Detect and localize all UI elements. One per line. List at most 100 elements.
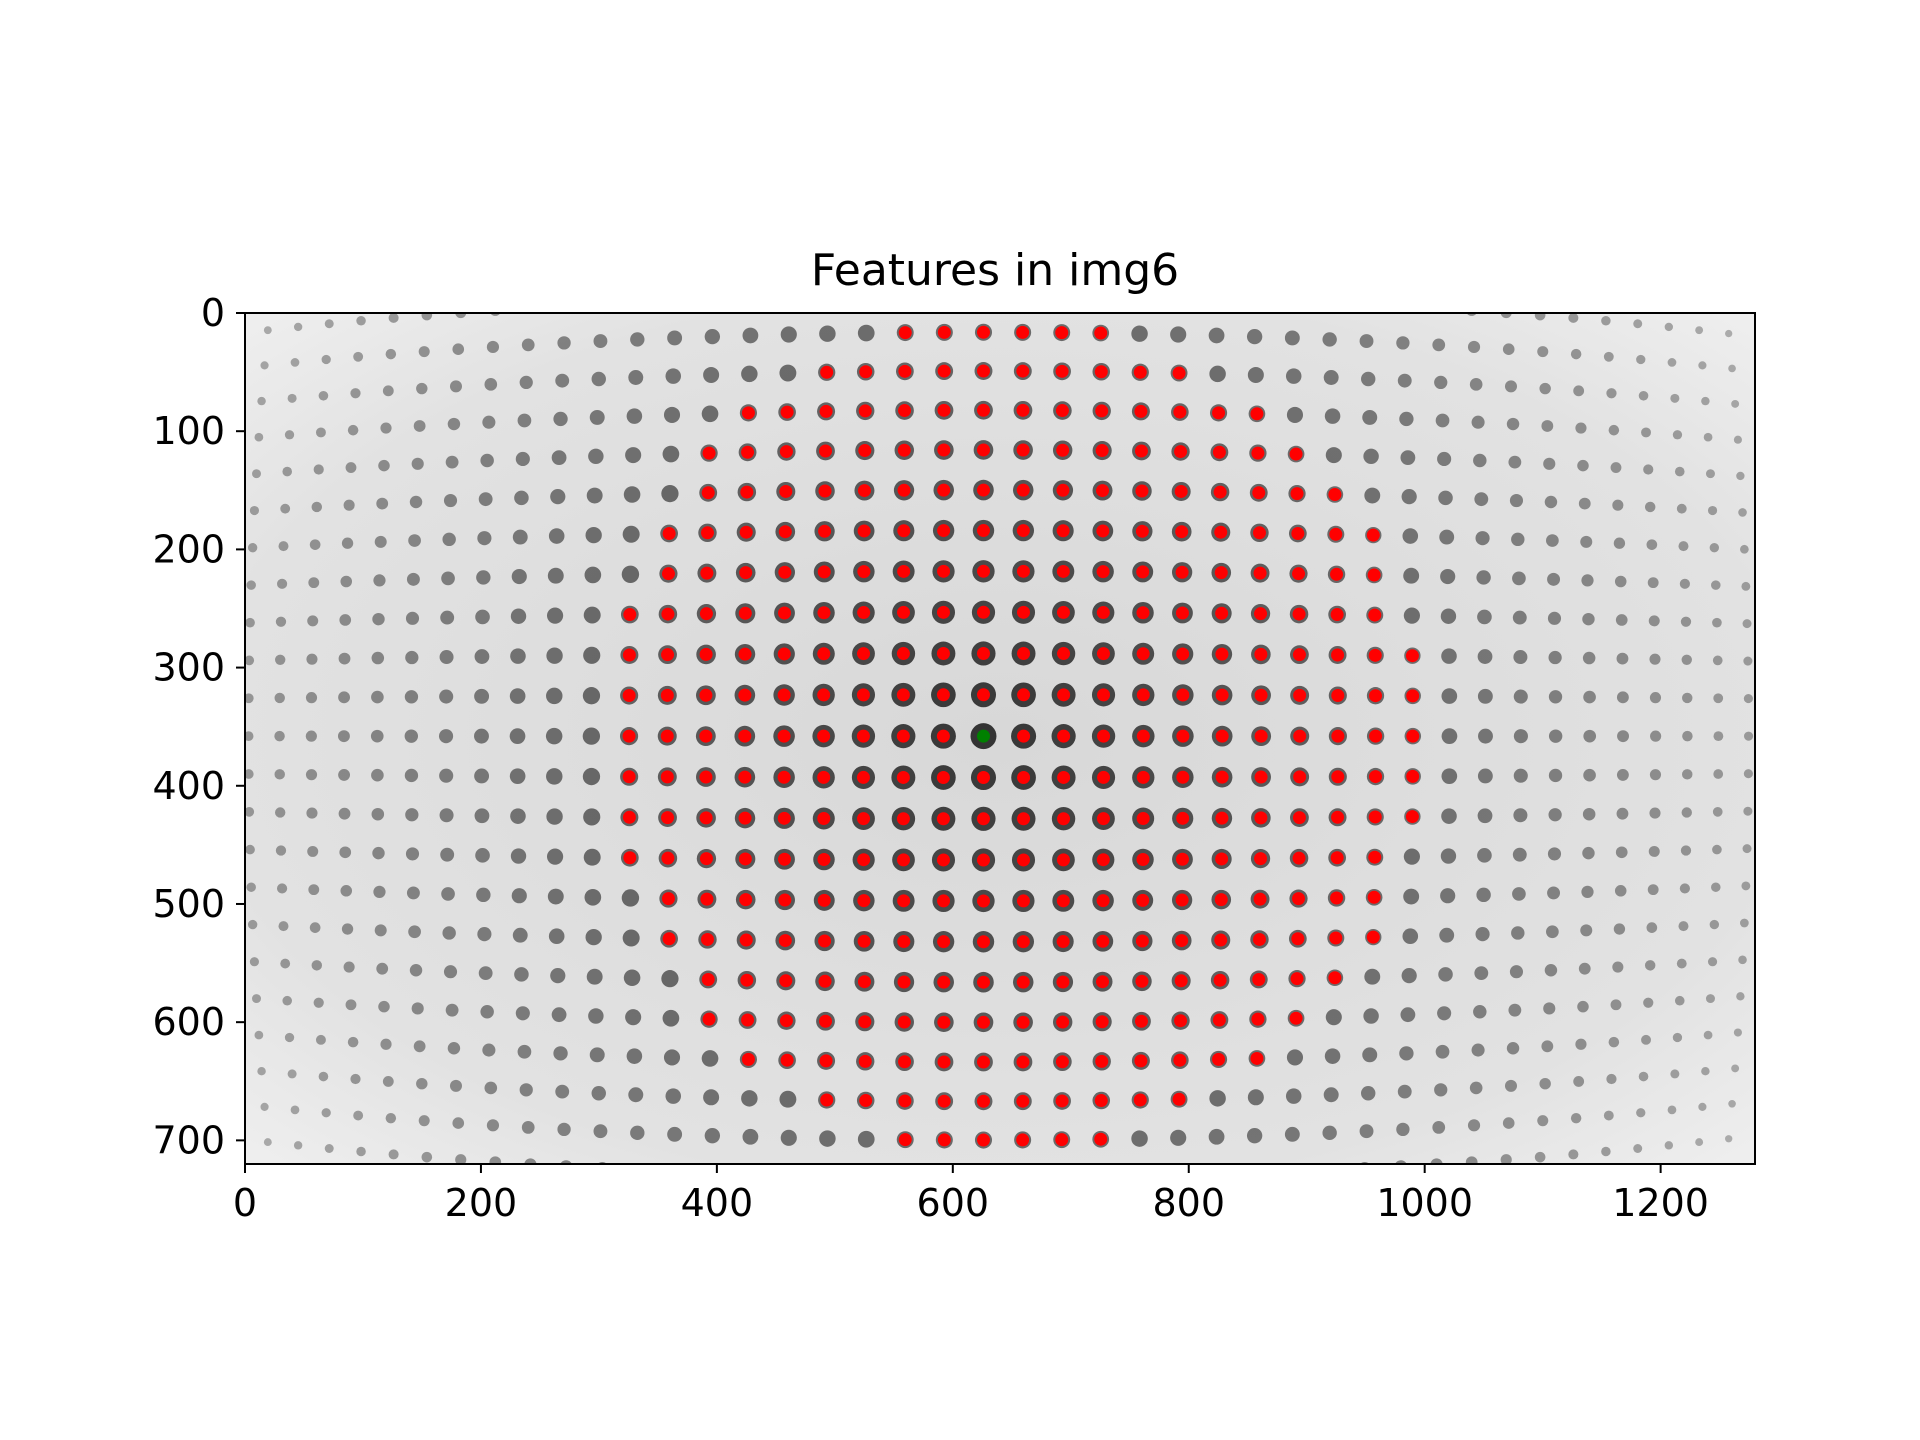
feature-point	[660, 770, 674, 784]
feature-point	[819, 1054, 833, 1068]
background-dot	[1612, 961, 1624, 973]
background-dot	[372, 846, 385, 860]
background-dot	[546, 607, 564, 624]
feature-point	[937, 1094, 951, 1108]
background-dot	[447, 417, 461, 431]
background-dot	[1728, 364, 1736, 373]
feature-point	[1369, 729, 1383, 743]
background-dot	[416, 1078, 428, 1090]
background-dot	[1698, 361, 1707, 370]
background-dot	[1053, 1170, 1069, 1186]
feature-point	[937, 564, 951, 578]
background-dot	[275, 807, 286, 818]
background-dot	[338, 691, 351, 704]
background-dot	[1394, 299, 1407, 312]
background-dot	[438, 729, 454, 744]
background-dot	[1728, 1099, 1736, 1108]
feature-point	[976, 688, 990, 702]
feature-point	[1136, 770, 1150, 784]
background-dot	[1613, 537, 1626, 549]
feature-point	[1136, 647, 1150, 661]
background-dot	[1667, 358, 1677, 367]
background-dot	[1471, 415, 1485, 429]
background-dot	[1701, 396, 1710, 406]
background-dot	[551, 1007, 567, 1023]
feature-point	[1254, 647, 1268, 661]
background-dot	[1643, 464, 1654, 475]
feature-point	[1292, 851, 1306, 865]
feature-point	[1096, 975, 1110, 989]
feature-point	[857, 975, 871, 989]
background-dot	[1246, 328, 1263, 345]
background-dot	[1773, 658, 1781, 666]
background-dot	[1573, 1076, 1585, 1087]
background-dot	[583, 808, 601, 826]
feature-point	[1133, 1093, 1147, 1107]
background-dot	[1738, 955, 1747, 965]
background-dot	[596, 297, 609, 310]
background-dot	[486, 340, 500, 354]
background-dot	[1467, 1119, 1481, 1132]
feature-point	[1174, 1014, 1188, 1028]
background-dot	[1362, 409, 1378, 425]
feature-point	[1016, 1055, 1030, 1069]
background-dot	[274, 692, 285, 704]
background-dot	[1763, 439, 1771, 447]
feature-point	[661, 567, 675, 581]
background-dot	[439, 808, 454, 823]
background-dot	[1467, 340, 1481, 354]
feature-point	[1291, 932, 1305, 946]
background-dot	[284, 1032, 295, 1043]
feature-point	[896, 770, 910, 784]
background-dot	[385, 1112, 397, 1124]
background-dot	[1680, 616, 1692, 627]
background-dot	[347, 1036, 359, 1048]
feature-point	[699, 688, 713, 702]
background-dot	[1649, 692, 1662, 704]
background-dot	[287, 1069, 297, 1079]
background-dot	[1548, 808, 1562, 822]
background-dot	[1661, 288, 1669, 296]
feature-point	[1055, 364, 1069, 378]
feature-point	[936, 729, 950, 743]
background-dot	[1731, 399, 1740, 408]
background-dot	[1763, 1026, 1771, 1034]
feature-point	[819, 1014, 833, 1028]
feature-point	[1094, 1132, 1108, 1146]
background-dot	[669, 1165, 683, 1179]
feature-point	[857, 647, 871, 661]
feature-point	[817, 647, 831, 661]
feature-point	[1056, 935, 1070, 949]
x-tick-label: 200	[445, 1181, 518, 1225]
background-dot	[372, 612, 385, 626]
background-dot	[1403, 888, 1420, 905]
background-dot	[1500, 1154, 1512, 1164]
background-dot	[1649, 769, 1662, 781]
background-dot	[625, 1009, 642, 1026]
background-dot	[591, 1086, 606, 1101]
background-dot	[1703, 432, 1713, 442]
background-dot	[307, 615, 319, 627]
background-dot	[819, 1130, 836, 1147]
background-dot	[1633, 319, 1643, 329]
background-dot	[1504, 380, 1518, 393]
background-dot	[663, 406, 681, 423]
background-dot	[1400, 1007, 1416, 1023]
background-dot	[311, 501, 323, 513]
background-dot	[1324, 1048, 1341, 1064]
background-dot	[557, 1122, 571, 1137]
background-dot	[780, 326, 797, 343]
feature-point	[1292, 648, 1306, 662]
feature-point	[1292, 892, 1306, 906]
background-dot	[245, 844, 255, 855]
background-dot	[1209, 365, 1226, 383]
background-dot	[1733, 1028, 1742, 1037]
feature-point	[1328, 971, 1342, 985]
background-dot	[588, 448, 604, 465]
background-dot	[589, 409, 605, 425]
background-dot	[1359, 1124, 1374, 1139]
feature-point	[976, 364, 990, 378]
background-dot	[1612, 499, 1624, 511]
background-dot	[231, 1100, 239, 1108]
background-dot	[238, 296, 245, 303]
